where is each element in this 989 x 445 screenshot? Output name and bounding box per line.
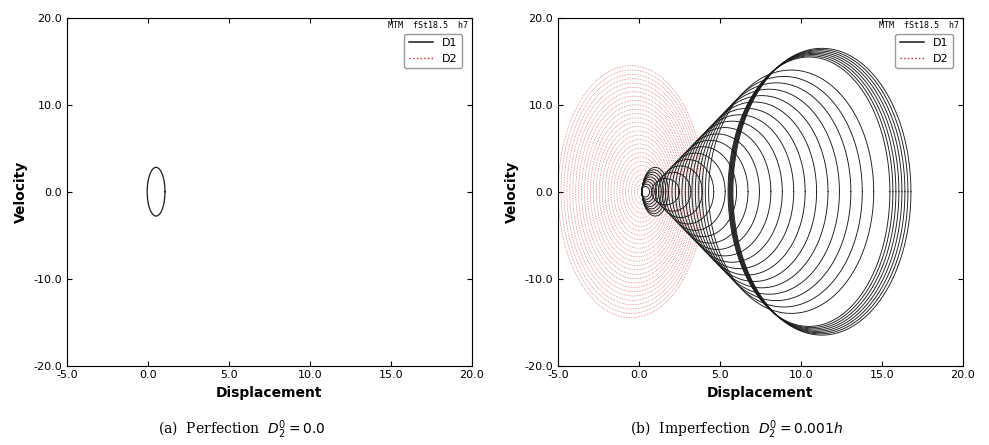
Legend: D1, D2: D1, D2 (895, 34, 953, 69)
Text: MTM  fSt18.5  h7: MTM fSt18.5 h7 (388, 21, 468, 30)
Text: MTM  fSt18.5  h7: MTM fSt18.5 h7 (878, 21, 958, 30)
Text: (a)  Perfection  $D_2^0 = 0.0$: (a) Perfection $D_2^0 = 0.0$ (158, 418, 326, 441)
Legend: D1, D2: D1, D2 (405, 34, 462, 69)
X-axis label: Displacement: Displacement (707, 386, 814, 400)
Y-axis label: Velocity: Velocity (14, 161, 28, 223)
Y-axis label: Velocity: Velocity (505, 161, 519, 223)
Text: (b)  Imperfection  $D_2^0 = 0.001h$: (b) Imperfection $D_2^0 = 0.001h$ (630, 418, 844, 441)
X-axis label: Displacement: Displacement (217, 386, 322, 400)
